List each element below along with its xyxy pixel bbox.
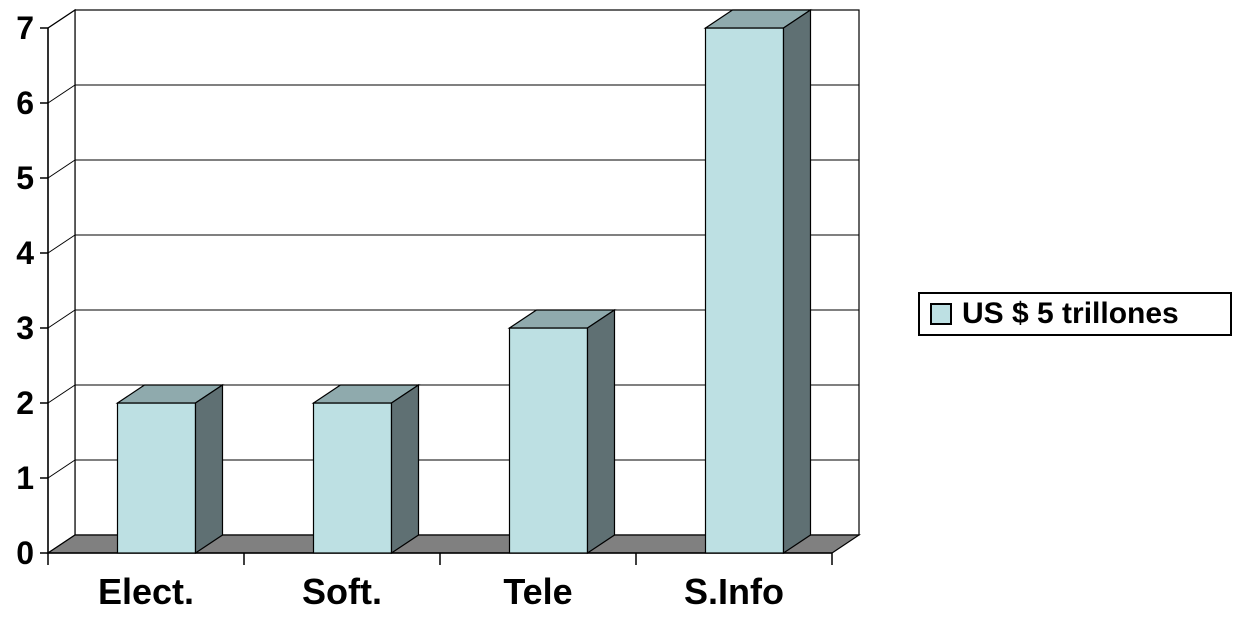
y-tick-label: 5 [16,160,34,196]
y-tick-label: 4 [16,235,34,271]
x-tick-label: Tele [503,571,572,612]
legend-swatch [930,303,952,325]
gridline-side [47,459,76,479]
y-tick-label: 3 [16,310,34,346]
y-tick-label: 7 [16,10,34,46]
bar [508,327,589,554]
gridline-side [47,234,76,254]
legend: US $ 5 trillones [918,292,1232,336]
gridline-side [47,84,76,104]
bar-side [390,383,420,555]
bar [312,402,393,554]
gridline-side [47,309,76,329]
legend-label: US $ 5 trillones [962,297,1179,330]
x-tick-label: Soft. [302,571,382,612]
gridline-side [47,384,76,404]
gridline-side [47,159,76,179]
bar-side [194,383,224,555]
bar-side [586,308,616,555]
y-tick-label: 2 [16,385,34,421]
x-tick-label: S.Info [684,571,784,612]
bar [116,402,197,554]
gridline-side [47,9,76,29]
y-tick-label: 6 [16,85,34,121]
bar [704,27,785,554]
y-tick-label: 1 [16,460,34,496]
side-wall [47,8,76,555]
bar-side [782,8,812,555]
x-tick-label: Elect. [98,571,194,612]
y-tick-label: 0 [16,535,34,571]
